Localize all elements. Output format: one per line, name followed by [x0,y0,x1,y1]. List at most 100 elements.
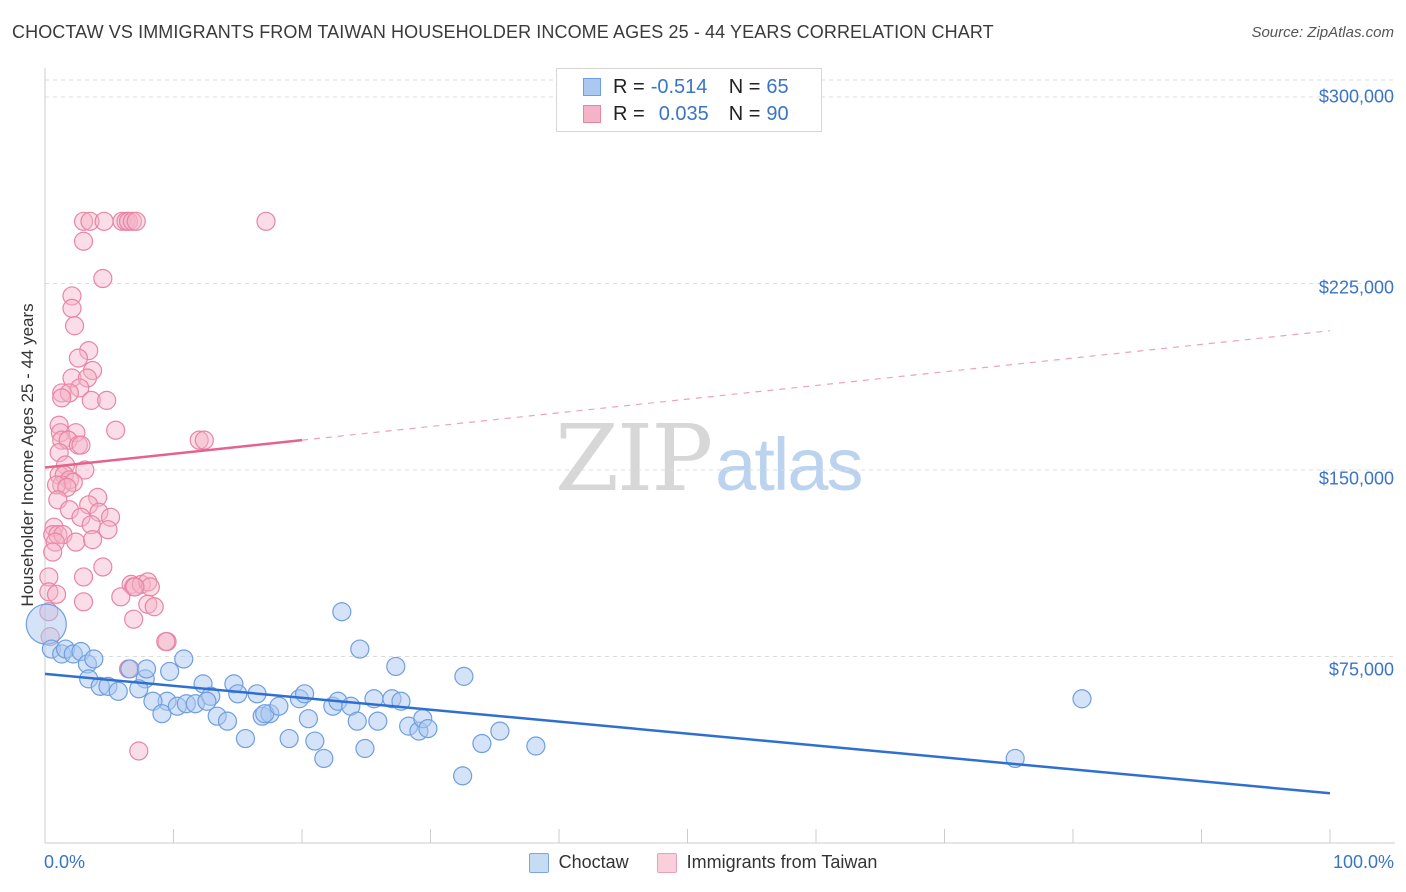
y-tick-300000: $300,000 [1318,86,1394,107]
watermark: ZIPatlas [555,405,863,512]
taiwan-point [52,388,72,408]
choctaw-point [235,728,256,749]
r-label: R = [613,102,645,125]
taiwan-point [75,460,95,480]
taiwan-point [106,420,126,440]
taiwan-point [80,211,100,231]
n-value: 65 [766,75,789,98]
taiwan-point [125,577,145,597]
choctaw-point [228,684,248,704]
legend-label-taiwan: Immigrants from Taiwan [686,852,878,872]
choctaw-point [347,711,367,731]
r-value: -0.514 [650,75,708,98]
taiwan-point [68,348,89,368]
choctaw-point [217,711,238,731]
y-tick-150000: $150,000 [1318,468,1394,489]
choctaw-point [454,666,474,686]
taiwan-trend-line [44,438,303,469]
choctaw-point [350,639,370,659]
taiwan-point [46,584,67,604]
stats-legend: R = -0.514 N = 65 R = 0.035 N = 90 [556,68,822,132]
taiwan-point [156,631,176,652]
taiwan-point [94,211,114,231]
taiwan-point [77,368,98,388]
choctaw-point [160,661,180,682]
choctaw-point [108,681,128,701]
choctaw-point [332,602,352,622]
taiwan-point [124,609,144,629]
watermark-atlas: atlas [715,423,863,506]
choctaw-point [1072,689,1092,709]
taiwan-point [111,587,131,607]
taiwan-point [97,390,117,410]
x-tick-min: 0.0% [44,852,86,872]
choctaw-point [453,766,473,786]
choctaw-legend-swatch [528,852,549,873]
choctaw-point [368,711,388,731]
r-value: 0.035 [658,102,709,125]
legend-item-choctaw: Choctaw [528,852,629,873]
taiwan-point [70,378,90,398]
taiwan-point [93,557,113,577]
taiwan-point [50,423,71,443]
choctaw-point [526,736,546,756]
choctaw-point [120,659,140,679]
taiwan-point [43,542,63,562]
choctaw-point [197,691,217,711]
legend-label-choctaw: Choctaw [558,852,629,872]
taiwan-point [100,507,121,527]
chart-title: CHOCTAW VS IMMIGRANTS FROM TAIWAN HOUSEH… [12,22,994,42]
y-tick-225000: $225,000 [1318,277,1394,298]
choctaw-point [314,748,334,769]
taiwan-point [73,592,94,612]
choctaw-point [136,659,157,679]
taiwan-point [39,582,59,602]
n-label: N = [728,75,761,98]
choctaw-point [386,656,406,677]
choctaw-trend-line [44,672,1331,795]
source-label: Source: ZipAtlas.com [1251,24,1394,41]
choctaw-point [294,684,315,704]
choctaw-swatch [583,78,601,96]
taiwan-trend-extension [301,330,1331,441]
taiwan-point [81,390,101,410]
choctaw-point [269,696,289,716]
taiwan-point [73,211,94,231]
choctaw-point [305,731,325,751]
y-tick-75000: $75,000 [1328,659,1394,680]
taiwan-point [144,597,164,617]
taiwan-point [129,741,149,761]
choctaw-point [418,719,438,739]
taiwan-point [71,435,91,455]
taiwan-point [73,567,94,587]
choctaw-point [472,733,492,754]
taiwan-point [49,415,69,435]
taiwan-point [73,231,94,251]
taiwan-point [49,442,69,463]
taiwan-point [98,520,118,540]
taiwan-point [256,211,276,231]
taiwan-point [71,507,91,527]
taiwan-point [62,298,82,318]
taiwan-point [82,530,103,550]
choctaw-point [152,704,172,724]
x-tick-max: 100.0% [1332,852,1394,872]
taiwan-point [66,532,86,552]
n-label: N = [728,102,761,125]
taiwan-point [52,475,72,495]
choctaw-point [84,649,104,669]
taiwan-point [48,525,68,545]
taiwan-legend-swatch [656,852,677,873]
choctaw-point [174,649,194,669]
choctaw-point [355,738,375,759]
taiwan-point [189,430,209,450]
series-legend: Choctaw Immigrants from Taiwan [0,852,1406,873]
taiwan-point [126,211,146,231]
taiwan-point [93,268,113,289]
taiwan-point [39,567,59,587]
choctaw-point [279,728,299,749]
taiwan-point [64,316,85,336]
taiwan-swatch [583,105,601,123]
choctaw-point [298,709,319,729]
